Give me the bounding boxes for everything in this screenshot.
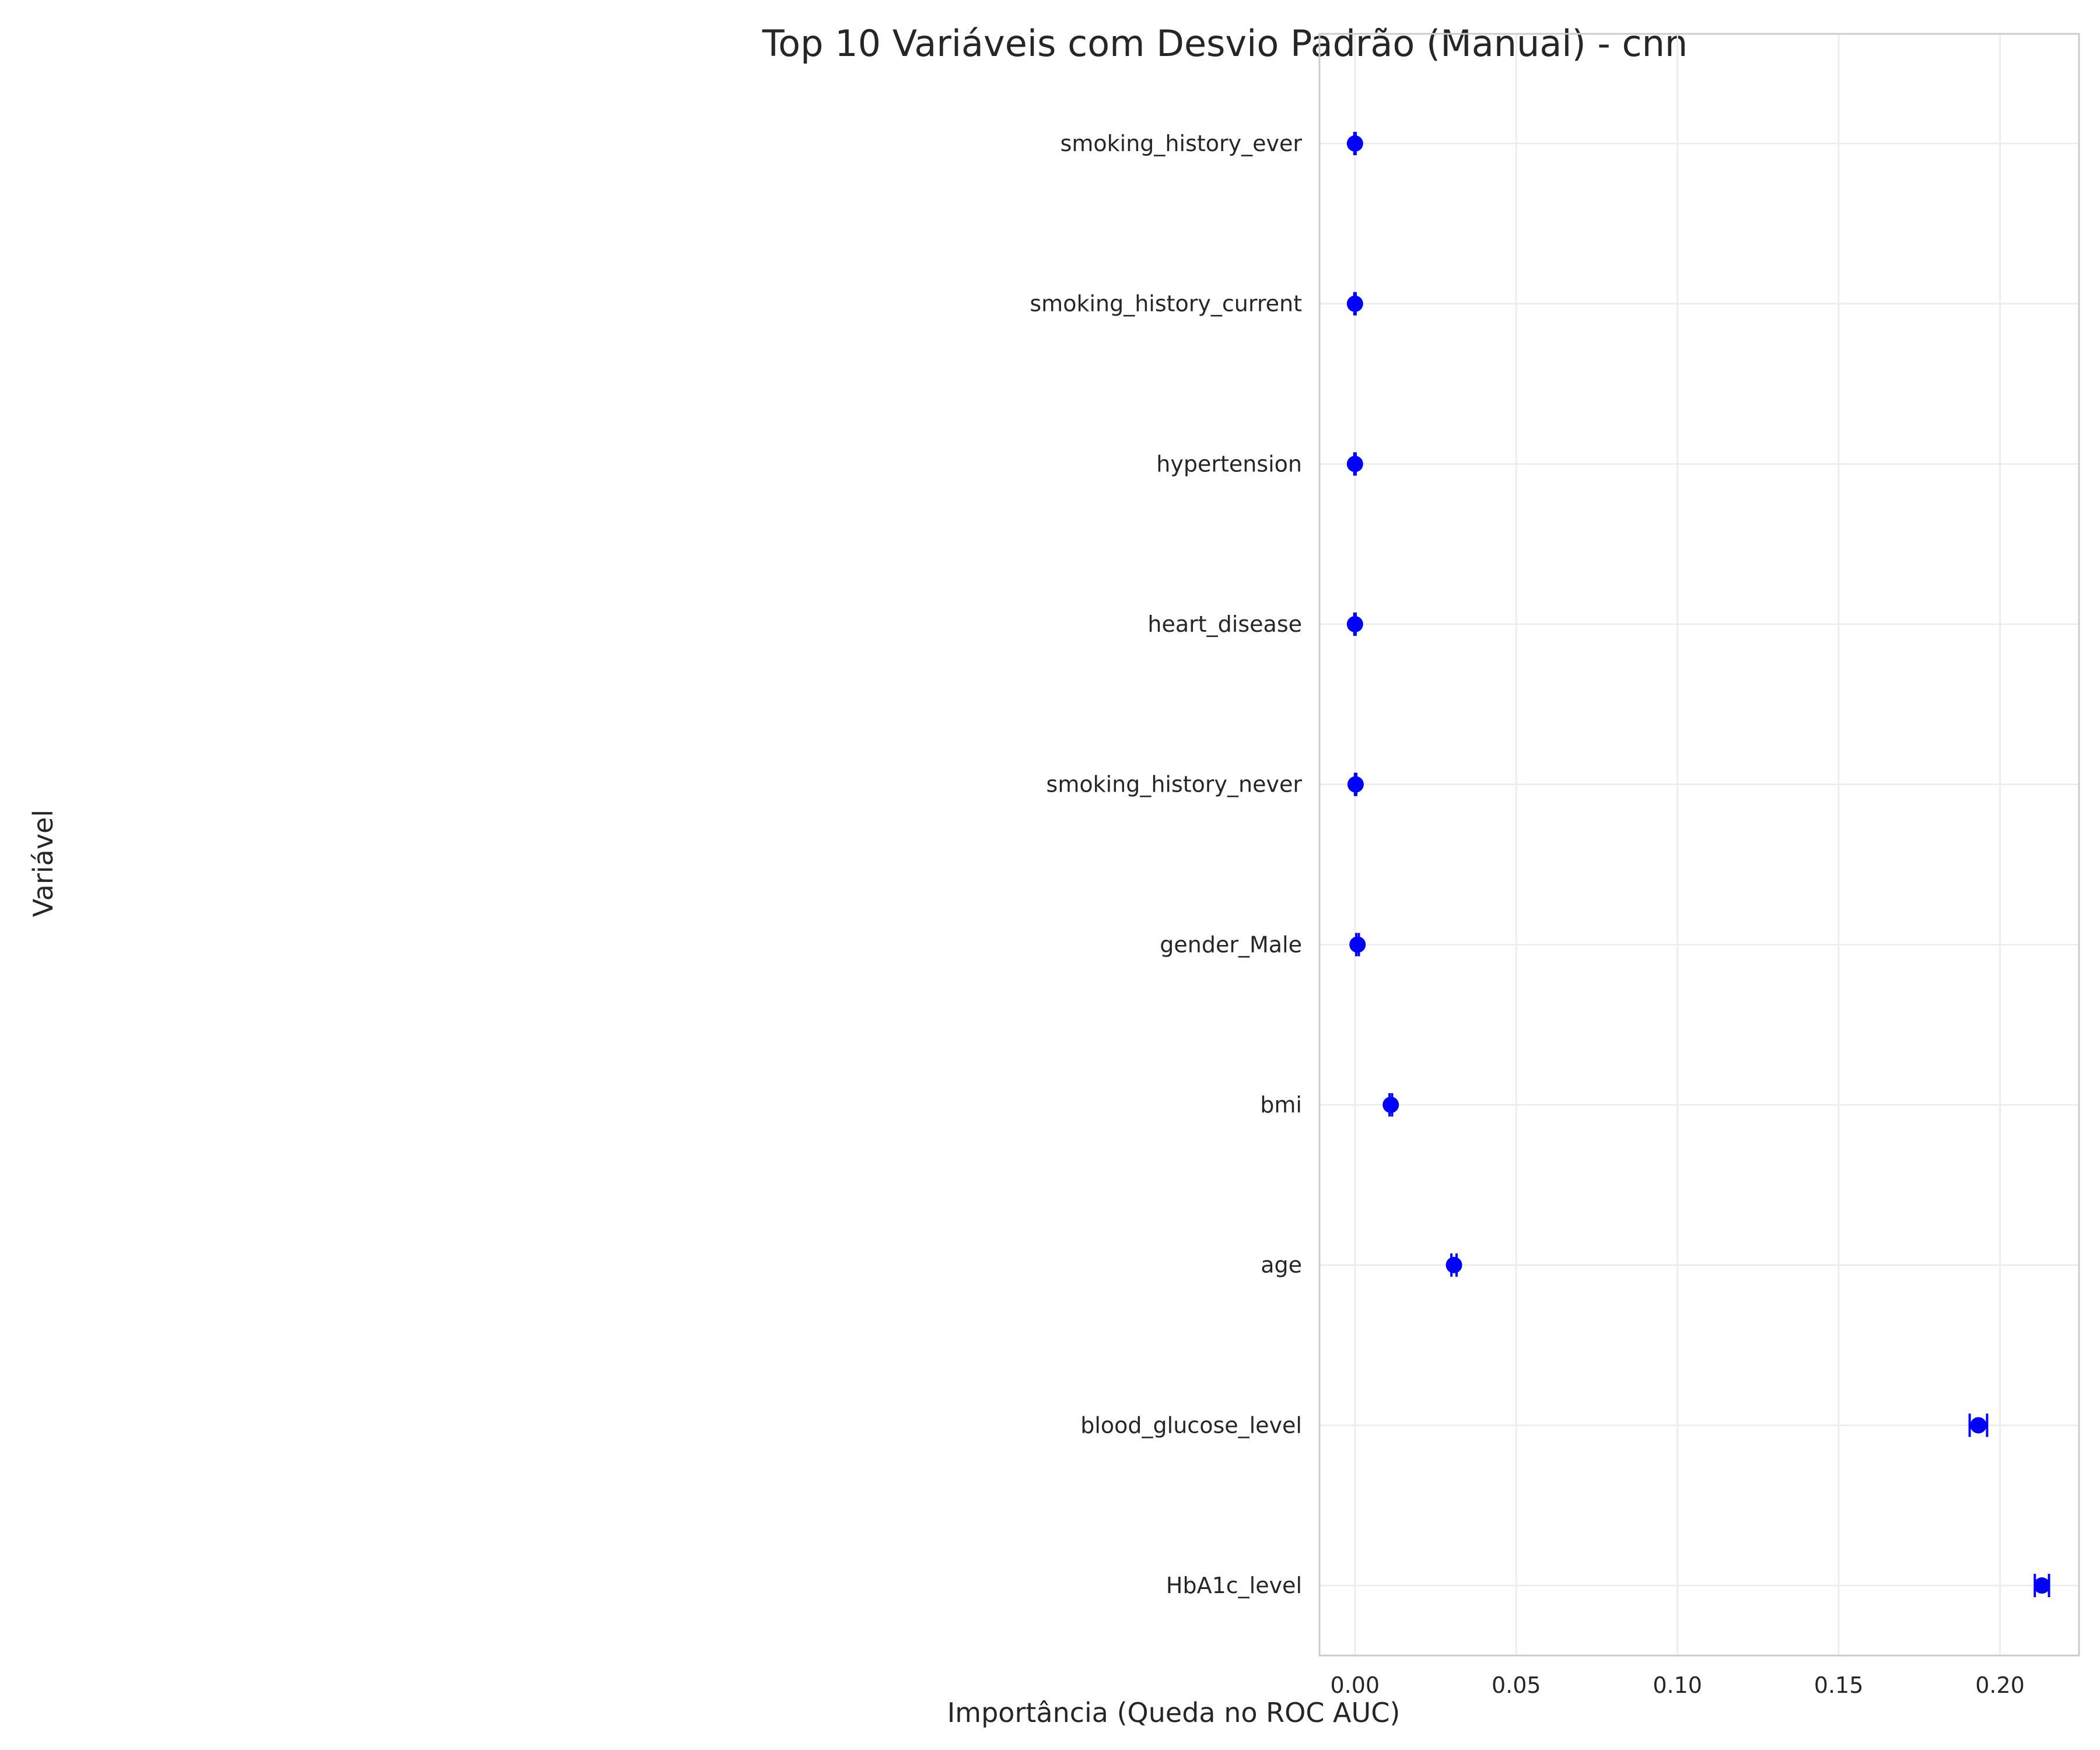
data-point-group [1346,612,1363,636]
y-tick-label: heart_disease [1147,611,1302,637]
y-tick-label: age [1261,1252,1302,1278]
x-tick-label: 0.20 [1975,1672,2025,1698]
data-point-group [1347,772,1364,796]
chart-title: Top 10 Variáveis com Desvio Padrão (Manu… [762,22,1688,65]
y-tick-label: gender_Male [1160,932,1302,957]
data-point-group [2034,1574,2050,1597]
data-point [1346,456,1363,473]
data-point [1382,1097,1399,1113]
y-tick-label: hypertension [1156,451,1302,477]
y-tick-label: smoking_history_current [1030,291,1302,317]
plot-frame [1318,33,2080,1657]
data-point [1349,936,1366,953]
data-point-group [1346,132,1363,155]
data-point [1446,1256,1462,1273]
data-point [1346,135,1363,152]
data-point [1347,776,1364,793]
x-tick-label: 0.15 [1814,1672,1864,1698]
x-tick-label: 0.05 [1492,1672,1541,1698]
data-point-group [1968,1413,1989,1437]
data-point [1346,616,1363,632]
tick-labels: 0.00 0.05 0.10 0.15 0.20 smoking_history_ever… [1030,131,2024,1698]
data-point-group [1382,1093,1399,1116]
data-point [2034,1577,2050,1594]
y-tick-label: smoking_history_ever [1060,131,1303,156]
data-point-group [1346,292,1363,316]
data-point-group [1349,933,1366,957]
data-marks [1346,132,2050,1597]
x-axis-label: Importância (Queda no ROC AUC) [947,1697,1401,1728]
data-point [1346,295,1363,312]
y-axis-label: Variável [27,810,59,917]
y-tick-label: bmi [1260,1092,1302,1118]
x-tick-label: 0.10 [1653,1672,1702,1698]
data-point [1970,1417,1987,1434]
y-tick-label: blood_glucose_level [1080,1412,1302,1438]
data-point-group [1346,452,1363,476]
grid-lines [1320,34,2079,1656]
y-tick-label: HbA1c_level [1166,1573,1302,1598]
y-tick-label: smoking_history_never [1046,772,1303,797]
x-tick-label: 0.00 [1331,1672,1380,1698]
data-point-group [1446,1253,1462,1277]
